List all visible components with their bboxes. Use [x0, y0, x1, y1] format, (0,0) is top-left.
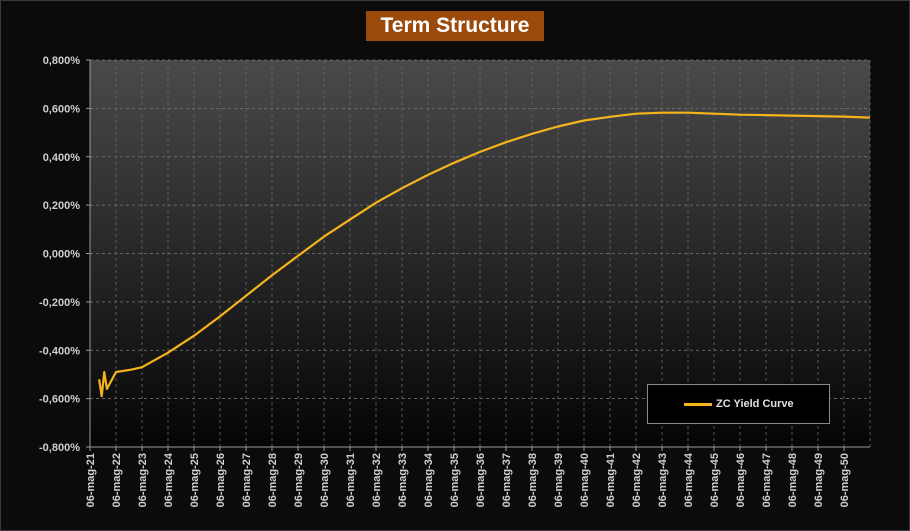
legend: ZC Yield Curve	[647, 384, 830, 424]
x-tick-label: 06-mag-21	[85, 453, 97, 507]
x-tick-label: 06-mag-32	[371, 453, 383, 507]
x-tick-label: 06-mag-41	[605, 453, 617, 507]
legend-swatch	[684, 402, 712, 406]
legend-label: ZC Yield Curve	[716, 398, 794, 410]
y-tick-label: 0,000%	[43, 249, 81, 261]
y-tick-label: -0,600%	[39, 394, 80, 406]
y-tick-label: 0,200%	[43, 200, 81, 212]
x-tick-label: 06-mag-25	[189, 453, 201, 507]
x-tick-label: 06-mag-46	[735, 453, 747, 507]
x-tick-label: 06-mag-24	[163, 452, 175, 507]
x-tick-label: 06-mag-37	[501, 453, 513, 507]
y-axis-ticks: 0,800% 0,600% 0,400% 0,200% 0,000% -0,200% -0,…	[39, 55, 90, 454]
x-tick-label: 06-mag-48	[787, 453, 799, 507]
x-tick-label: 06-mag-45	[709, 453, 721, 507]
y-tick-label: 0,400%	[43, 152, 81, 164]
series-line-zc-yield-curve	[98, 111, 871, 398]
x-tick-label: 06-mag-22	[111, 453, 123, 507]
x-tick-label: 06-mag-40	[579, 453, 591, 507]
x-tick-label: 06-mag-50	[839, 453, 851, 507]
x-tick-label: 06-mag-39	[553, 453, 565, 507]
x-tick-label: 06-mag-36	[475, 453, 487, 507]
x-tick-label: 06-mag-34	[423, 452, 435, 507]
chart-title: Term Structure	[366, 11, 544, 41]
x-tick-label: 06-mag-35	[449, 453, 461, 507]
x-tick-label: 06-mag-31	[345, 453, 357, 507]
x-tick-label: 06-mag-44	[683, 452, 695, 507]
x-axis-ticks: 06-mag-21 06-mag-22 06-mag-23 06-mag-24 06-m…	[85, 447, 851, 507]
x-tick-label: 06-mag-49	[813, 453, 825, 507]
y-tick-label: -0,400%	[39, 345, 80, 357]
x-tick-label: 06-mag-29	[293, 453, 305, 507]
x-tick-label: 06-mag-28	[267, 453, 279, 507]
x-tick-label: 06-mag-26	[215, 453, 227, 507]
x-tick-label: 06-mag-43	[657, 453, 669, 507]
x-tick-label: 06-mag-38	[527, 453, 539, 507]
x-tick-label: 06-mag-42	[631, 453, 643, 507]
y-tick-label: 0,800%	[43, 55, 81, 67]
x-tick-label: 06-mag-30	[319, 453, 331, 507]
y-tick-label: -0,800%	[39, 442, 80, 454]
x-tick-label: 06-mag-47	[761, 453, 773, 507]
x-tick-label: 06-mag-33	[397, 453, 409, 507]
y-tick-label: 0,600%	[43, 103, 81, 115]
x-tick-label: 06-mag-23	[137, 453, 149, 507]
y-tick-label: -0,200%	[39, 297, 80, 309]
x-tick-label: 06-mag-27	[241, 453, 253, 507]
